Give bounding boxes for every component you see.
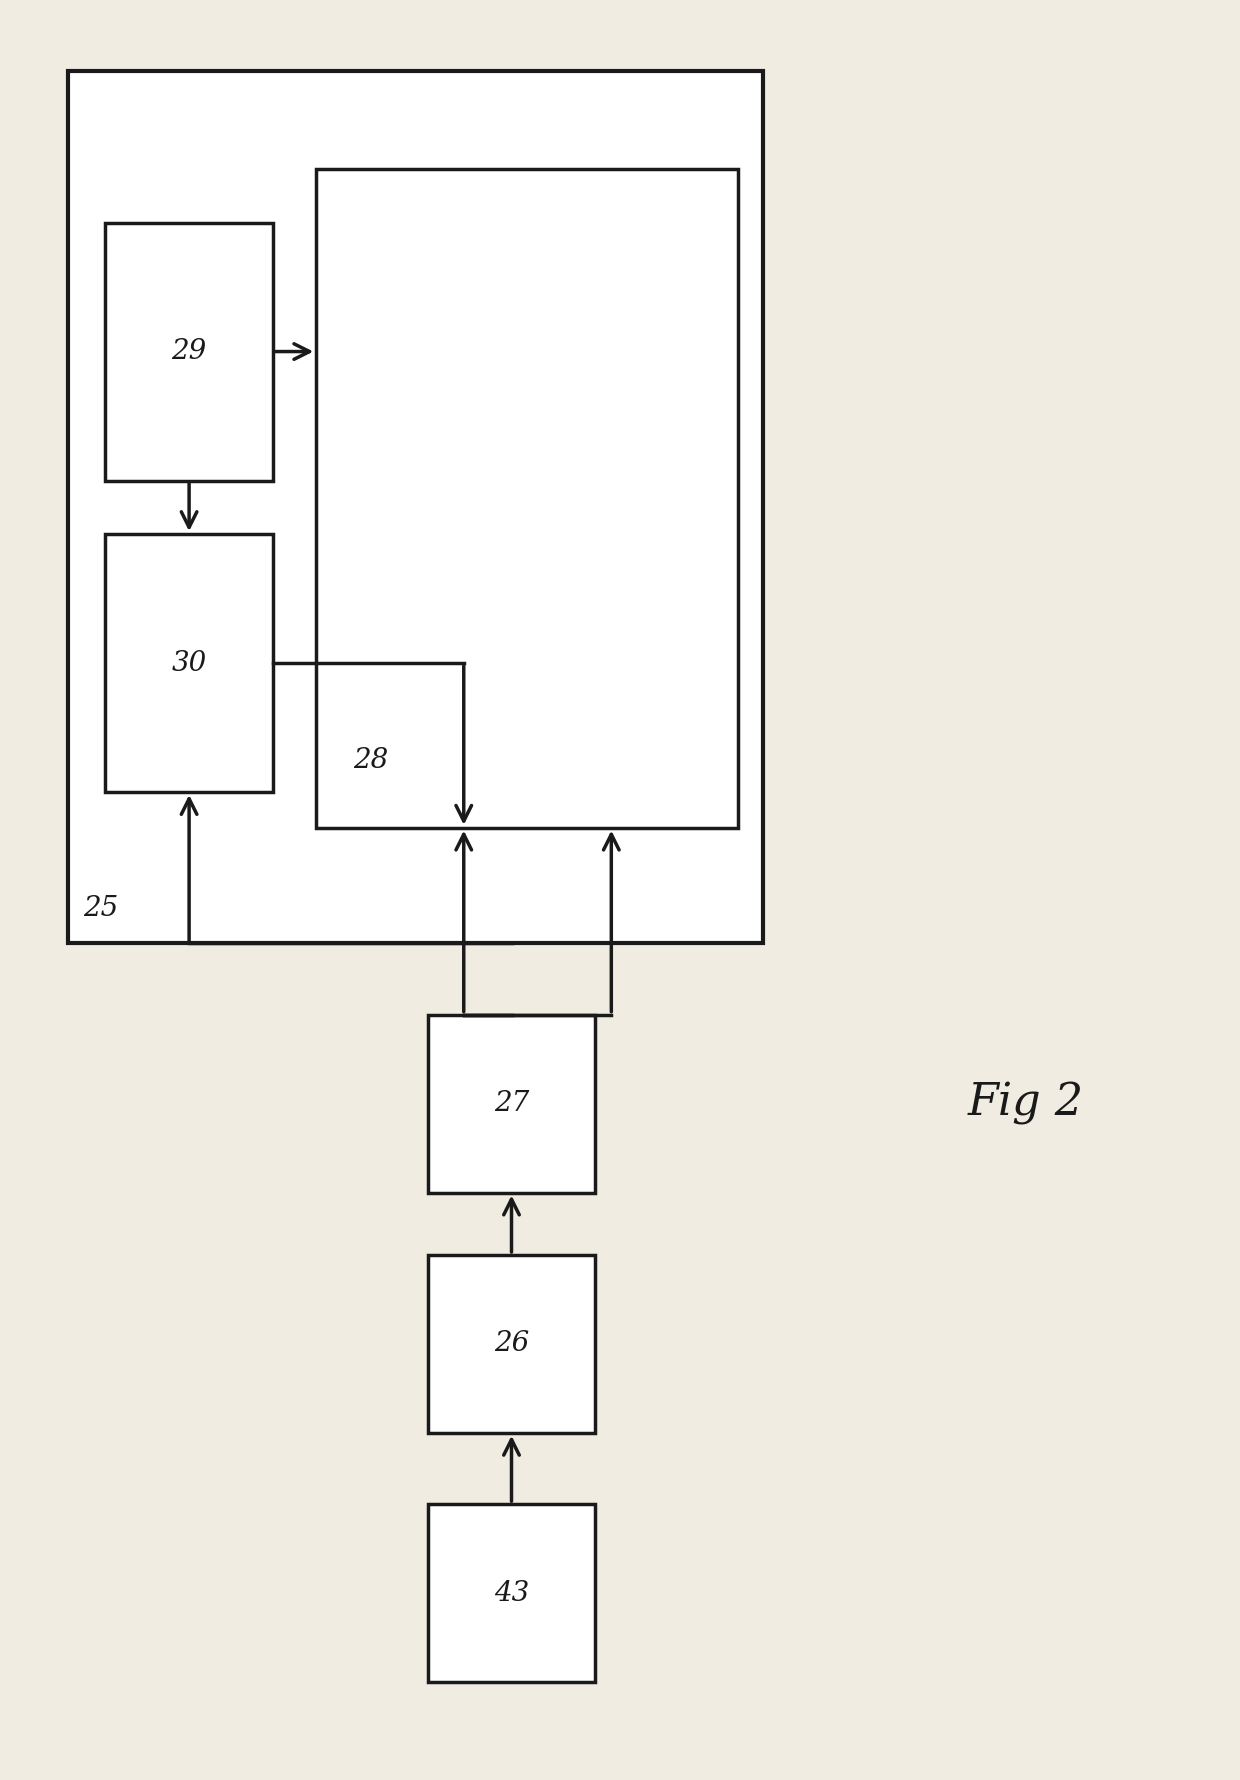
- Text: 27: 27: [494, 1089, 529, 1118]
- Text: Fig 2: Fig 2: [967, 1082, 1084, 1125]
- Text: 26: 26: [494, 1330, 529, 1358]
- Text: 28: 28: [353, 748, 388, 774]
- Text: 25: 25: [83, 895, 118, 922]
- Bar: [68, 71, 763, 943]
- Bar: [316, 169, 738, 828]
- Bar: [105, 222, 273, 481]
- Bar: [428, 1015, 595, 1193]
- Bar: [428, 1255, 595, 1433]
- Bar: [105, 534, 273, 792]
- Text: 30: 30: [171, 650, 207, 676]
- Text: 43: 43: [494, 1579, 529, 1607]
- Text: 29: 29: [171, 338, 207, 365]
- Bar: [428, 1504, 595, 1682]
